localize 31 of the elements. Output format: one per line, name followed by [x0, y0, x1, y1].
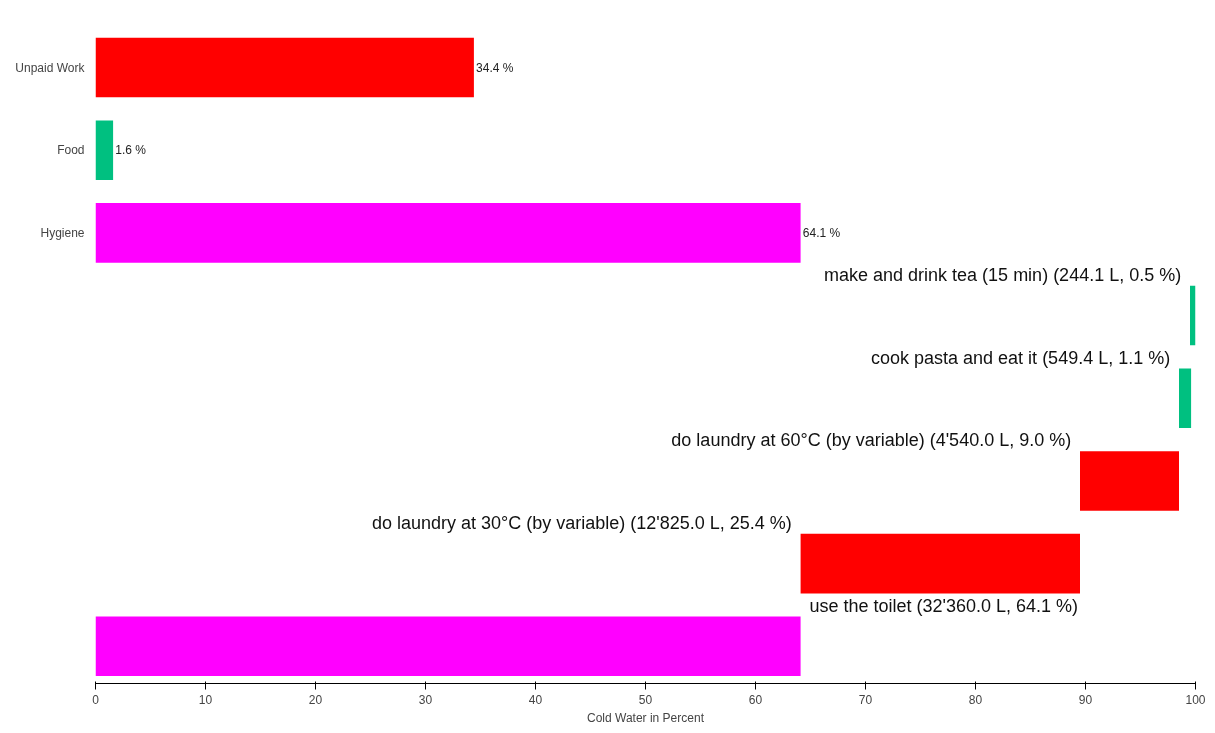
bar: [1080, 451, 1179, 511]
annotation: do laundry at 60°C (by variable) (4'540.0 L, 9.0 %): [671, 430, 1072, 451]
x-tick-label: 70: [858, 692, 873, 707]
bar: [800, 533, 1080, 594]
annotation: cook pasta and eat it (549.4 L, 1.1 %): [871, 347, 1171, 368]
x-tick-label: 40: [528, 692, 543, 707]
x-tick-label: 0: [92, 692, 100, 707]
x-tick-label: 20: [308, 692, 323, 707]
bar: [95, 203, 801, 263]
bar: [1179, 368, 1192, 429]
y-tick-label: Unpaid Work: [15, 60, 86, 75]
data-label: 34.4 %: [476, 60, 514, 75]
x-tick-label: 90: [1078, 692, 1093, 707]
bar: [95, 120, 114, 180]
x-tick-label: 80: [968, 692, 983, 707]
data-label: 1.6 %: [115, 143, 147, 158]
x-tick-label: 100: [1185, 692, 1206, 707]
bar: [1190, 285, 1196, 346]
x-axis-title: Cold Water in Percent: [587, 710, 705, 725]
x-tick-label: 30: [418, 692, 433, 707]
bar: [95, 616, 801, 677]
y-tick-label: Hygiene: [40, 225, 85, 240]
annotation: do laundry at 30°C (by variable) (12'825.0 L, 25.4 %): [371, 513, 792, 534]
y-tick-label: Food: [57, 143, 85, 158]
bar: [95, 37, 474, 98]
annotation: use the toilet (32'360.0 L, 64.1 %): [809, 595, 1079, 616]
x-tick-label: 50: [638, 692, 653, 707]
annotation: make and drink tea (15 min) (244.1 L, 0.5 %): [824, 264, 1182, 285]
x-tick-label: 10: [198, 692, 213, 707]
data-label: 64.1 %: [802, 225, 841, 240]
x-tick-label: 60: [748, 692, 763, 707]
